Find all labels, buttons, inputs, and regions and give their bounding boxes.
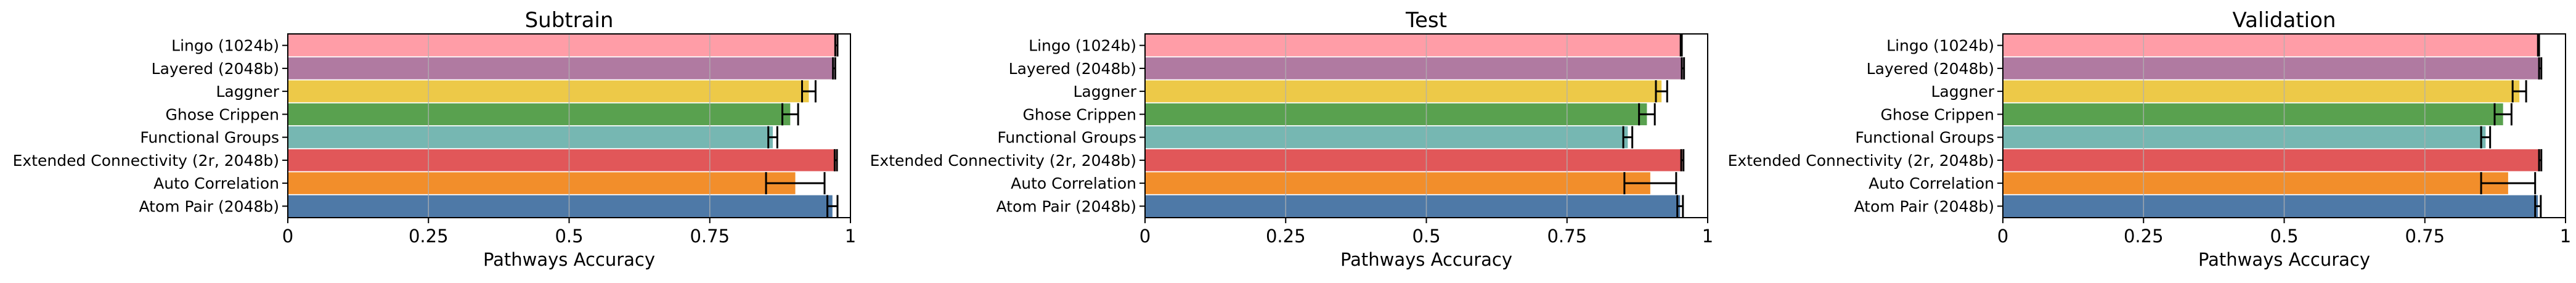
chart-title: Subtrain	[525, 8, 614, 33]
error-bar-2	[2511, 80, 2527, 103]
error-bar-5	[833, 149, 838, 171]
category-label: Functional Groups	[997, 129, 1136, 147]
bar-5	[288, 149, 836, 171]
category-label: Atom Pair (2048b)	[139, 197, 279, 215]
x-tick-label: 0	[1997, 226, 2008, 247]
error-bar-1	[832, 57, 836, 80]
category-label: Extended Connectivity (2r, 2048b)	[870, 152, 1136, 170]
category-label: Layered (2048b)	[1009, 60, 1136, 78]
error-bar-7	[2534, 195, 2542, 218]
category-label: Extended Connectivity (2r, 2048b)	[1728, 152, 1994, 170]
x-tick-label: 0.25	[1266, 226, 1306, 247]
bar-6	[2003, 172, 2508, 194]
category-label: Auto Correlation	[153, 174, 279, 192]
category-label: Ghose Crippen	[1022, 105, 1136, 123]
category-label: Lingo (1024b)	[1029, 37, 1136, 55]
x-tick-label: 0.75	[690, 226, 730, 247]
error-bar-2	[1655, 80, 1668, 103]
error-bar-4	[767, 126, 778, 149]
x-axis-label: Pathways Accuracy	[483, 249, 655, 270]
category-label: Ghose Crippen	[1880, 105, 1994, 123]
error-bar-0	[2537, 34, 2540, 57]
error-bar-3	[781, 103, 799, 126]
error-bar-6	[765, 172, 826, 195]
error-bar-1	[2538, 57, 2543, 80]
chart-title: Validation	[2233, 8, 2336, 33]
error-bar-7	[826, 195, 839, 218]
bar-7	[1145, 195, 1681, 218]
bar-2	[288, 80, 809, 102]
category-label: Lingo (1024b)	[171, 37, 279, 55]
category-label: Atom Pair (2048b)	[996, 197, 1136, 215]
x-axis-label: Pathways Accuracy	[2198, 249, 2370, 270]
error-bar-0	[1679, 34, 1683, 57]
error-bar-1	[1681, 57, 1685, 80]
category-label: Auto Correlation	[1869, 174, 1994, 192]
bar-1	[288, 57, 834, 80]
bar-0	[1145, 34, 1682, 57]
bar-1	[2003, 57, 2540, 80]
bar-6	[1145, 172, 1650, 194]
bar-0	[2003, 34, 2539, 57]
x-tick-label: 0	[1139, 226, 1151, 247]
x-tick-label: 0.25	[2124, 226, 2164, 247]
error-bar-5	[2538, 149, 2543, 171]
error-bar-3	[1638, 103, 1656, 126]
category-label: Layered (2048b)	[1867, 60, 1994, 78]
bar-4	[2003, 126, 2486, 149]
x-tick-label: 0.5	[2270, 226, 2298, 247]
bar-0	[288, 34, 837, 57]
x-tick-label: 1	[1702, 226, 1713, 247]
x-tick-label: 1	[2560, 226, 2571, 247]
error-bar-3	[2493, 103, 2513, 126]
category-label: Auto Correlation	[1011, 174, 1136, 192]
x-tick-label: 0.5	[555, 226, 583, 247]
category-label: Laggner	[1931, 83, 1995, 100]
category-label: Atom Pair (2048b)	[1854, 197, 1994, 215]
category-label: Functional Groups	[140, 129, 279, 147]
bar-7	[2003, 195, 2538, 218]
error-bar-0	[834, 34, 839, 57]
bar-3	[1145, 103, 1647, 126]
error-bar-6	[2480, 172, 2537, 195]
x-tick-label: 0.25	[409, 226, 449, 247]
category-label: Extended Connectivity (2r, 2048b)	[13, 152, 279, 170]
category-label: Laggner	[216, 83, 280, 100]
category-label: Functional Groups	[1855, 129, 1994, 147]
error-bar-4	[1622, 126, 1634, 149]
x-axis-label: Pathways Accuracy	[1340, 249, 1512, 270]
chart-panel-subtrain: Subtrain Lingo (1024b) Layered (2048b) Lagg…	[13, 8, 857, 270]
bar-7	[288, 195, 833, 218]
category-label: Ghose Crippen	[165, 105, 279, 123]
bar-3	[288, 103, 791, 126]
x-tick-label: 0.75	[2405, 226, 2445, 247]
chart-title: Test	[1405, 8, 1447, 33]
category-label: Laggner	[1074, 83, 1137, 100]
x-tick-label: 1	[845, 226, 856, 247]
bar-3	[2003, 103, 2503, 126]
error-bar-7	[1676, 195, 1684, 218]
error-bar-6	[1623, 172, 1677, 195]
category-label: Layered (2048b)	[152, 60, 279, 78]
bar-2	[2003, 80, 2520, 102]
bar-6	[288, 172, 796, 194]
error-bar-4	[2480, 126, 2492, 149]
x-tick-label: 0.75	[1547, 226, 1587, 247]
bar-5	[1145, 149, 1682, 171]
error-bar-5	[1680, 149, 1685, 171]
bar-4	[1145, 126, 1628, 149]
bar-2	[1145, 80, 1662, 102]
bar-4	[288, 126, 773, 149]
category-label: Lingo (1024b)	[1886, 37, 1994, 55]
chart-panel-test: Test Lingo (1024b) Layered (2048b) Laggner G…	[870, 8, 1714, 270]
bar-5	[2003, 149, 2540, 171]
x-tick-label: 0	[282, 226, 293, 247]
error-bar-2	[801, 80, 817, 103]
bar-1	[1145, 57, 1683, 80]
chart-panel-validation: Validation Lingo (1024b) Layered (2048b) La…	[1728, 8, 2572, 270]
x-tick-label: 0.5	[1412, 226, 1440, 247]
